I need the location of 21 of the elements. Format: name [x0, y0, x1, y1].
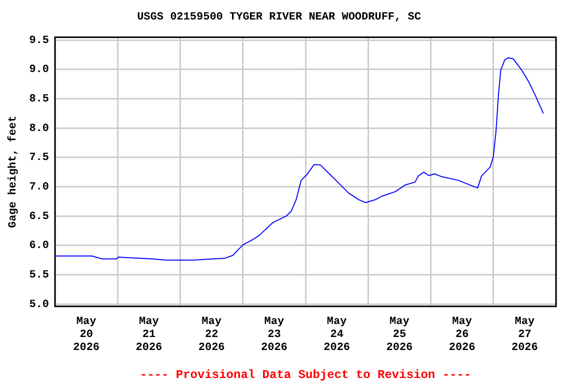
x-tick-label: May 27 2026: [511, 316, 538, 354]
y-tick-label: 9.5: [29, 34, 50, 47]
x-tick-label: May 26 2026: [448, 316, 476, 354]
x-tick-label: May 20 2026: [73, 316, 100, 354]
x-tick-label: May 21 2026: [136, 316, 162, 354]
y-tick-label: 7.0: [29, 182, 50, 194]
x-tick-label: May 23 2026: [260, 316, 288, 354]
y-tick-label: 9.0: [29, 64, 50, 76]
y-tick-label: 8.0: [29, 122, 50, 135]
y-tick-label: 7.5: [29, 152, 50, 164]
x-tick-label: May 24 2026: [324, 316, 350, 354]
y-tick-label: 6.0: [29, 240, 50, 252]
chart-title: USGS 02159500 TYGER RIVER NEAR WOODRUFF, SC: [137, 11, 422, 24]
y-tick-label: 8.5: [29, 94, 50, 106]
text: ---- Provisional Data Subject to Revision ----: [140, 368, 472, 382]
x-tick-label: May 25 2026: [386, 316, 413, 354]
y-tick-label: 6.5: [29, 210, 50, 223]
y-tick-label: 5.5: [29, 269, 50, 282]
y-axis-title: Gage height, feet: [6, 116, 20, 228]
x-tick-label: May 22 2026: [198, 316, 225, 354]
y-tick-label: 5.0: [29, 298, 50, 311]
